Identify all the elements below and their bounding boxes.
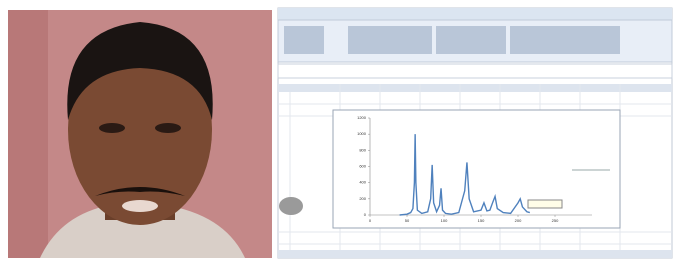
x-tick-label: 250	[552, 218, 559, 223]
x-tick-label: 150	[478, 218, 485, 223]
wall-shade	[8, 10, 48, 258]
webcam-video	[8, 10, 272, 258]
y-tick-label: 400	[359, 180, 366, 185]
x-tick-label: 50	[405, 218, 410, 223]
y-tick-label: 1200	[357, 115, 367, 120]
y-tick-label: 1000	[357, 131, 367, 136]
column-headers	[278, 84, 672, 92]
sheet-tabs[interactable]	[278, 250, 672, 258]
ribbon-group[interactable]	[284, 26, 324, 54]
ribbon-group[interactable]	[436, 26, 506, 54]
x-tick-label: 100	[441, 218, 448, 223]
y-tick-label: 200	[359, 196, 366, 201]
mouth	[122, 200, 158, 212]
y-tick-label: 800	[359, 147, 366, 152]
ribbon-group[interactable]	[510, 26, 620, 54]
title-bar	[278, 8, 672, 20]
left-eye	[99, 123, 125, 133]
cursor-highlight	[279, 197, 303, 215]
right-eye	[155, 123, 181, 133]
spreadsheet-window	[278, 8, 672, 258]
chart-area[interactable]	[333, 110, 620, 228]
x-tick-label: 200	[515, 218, 522, 223]
formula-bar[interactable]	[278, 64, 672, 78]
screen: 020040060080010001200050100150200250	[0, 0, 677, 260]
tooltip	[528, 200, 562, 208]
y-tick-label: 600	[359, 164, 366, 169]
ribbon-group[interactable]	[348, 26, 432, 54]
